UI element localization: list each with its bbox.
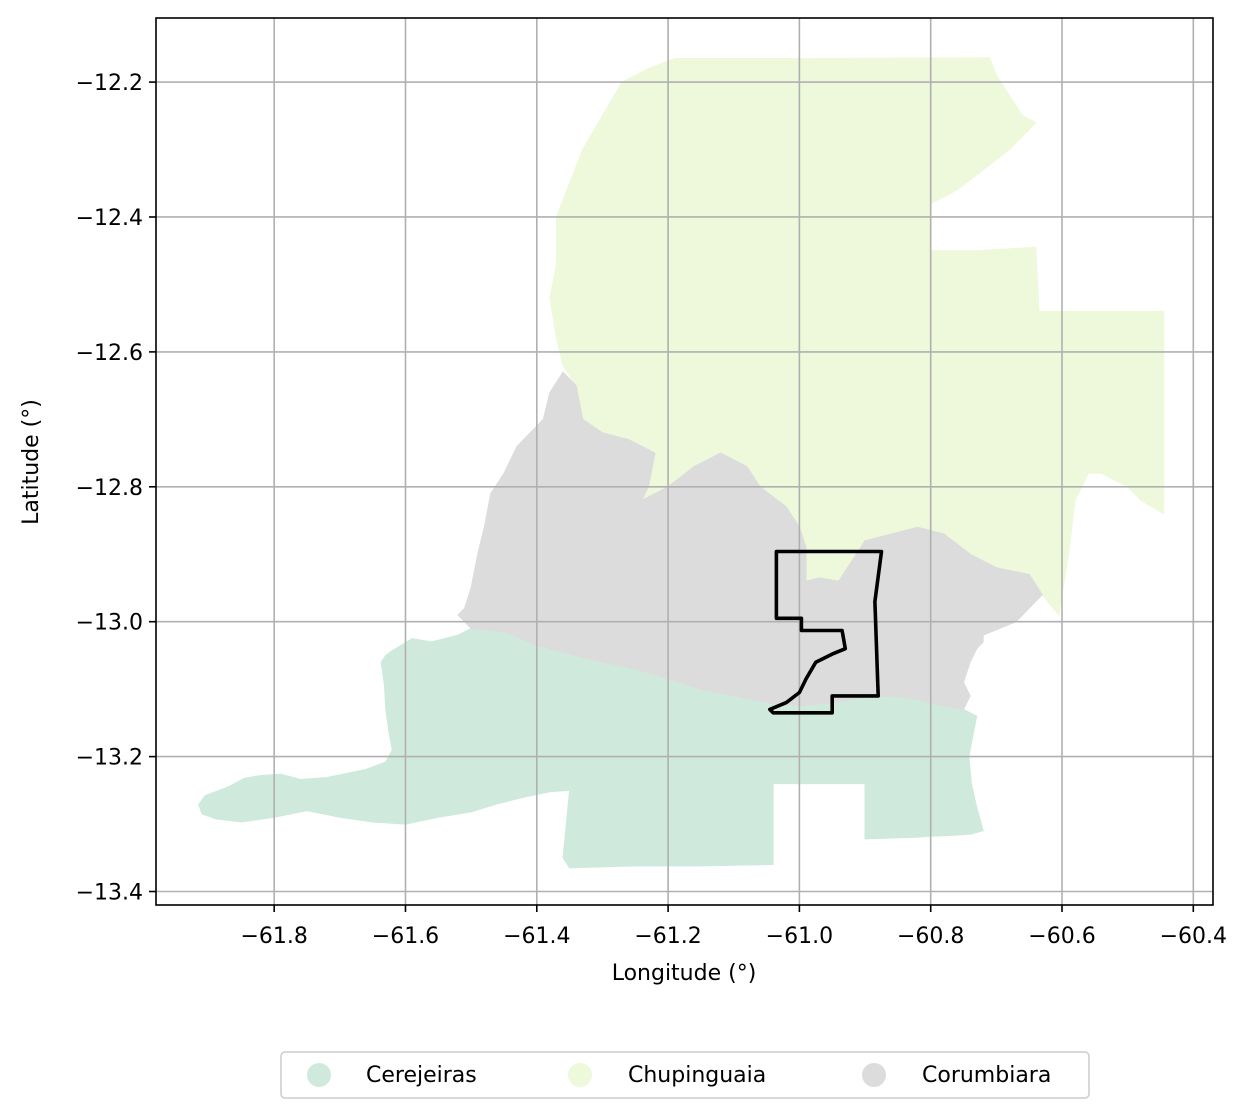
x-tick-label: −61.2 xyxy=(634,924,701,949)
x-tick-label: −60.6 xyxy=(1028,924,1095,949)
outline-layer xyxy=(767,549,884,715)
x-tick-label: −60.4 xyxy=(1160,924,1227,949)
legend-marker-chupinguaia xyxy=(568,1063,592,1087)
y-tick-label: −12.8 xyxy=(76,476,143,501)
legend-marker-cerejeiras xyxy=(307,1063,331,1087)
y-tick-label: −13.2 xyxy=(76,746,143,771)
x-tick-label: −61.0 xyxy=(766,924,833,949)
legend: Cerejeiras Chupinguaia Corumbiara xyxy=(280,1051,1090,1099)
x-tick-label: −61.6 xyxy=(372,924,439,949)
y-tick-label: −12.4 xyxy=(76,206,143,231)
plot-frame xyxy=(155,17,1214,906)
grid-lines xyxy=(156,18,1213,905)
y-axis-ticks: −12.2 −12.4 −12.6 −12.8 −13.0 −13.2 −13.4 xyxy=(76,71,156,906)
x-axis-ticks: −61.8 −61.6 −61.4 −61.2 −61.0 −60.8 −60.6 −60.4 xyxy=(240,905,1227,949)
x-axis-label: Longitude (°) xyxy=(612,961,757,986)
y-axis-label: Latitude (°) xyxy=(19,399,44,525)
y-tick-label: −13.4 xyxy=(76,881,143,906)
region-layer xyxy=(198,57,1165,869)
y-tick-label: −12.6 xyxy=(76,341,143,366)
y-tick-label: −13.0 xyxy=(76,611,143,636)
x-tick-label: −60.8 xyxy=(897,924,964,949)
legend-label-corumbiara: Corumbiara xyxy=(922,1063,1051,1088)
x-tick-label: −61.4 xyxy=(503,924,570,949)
legend-frame xyxy=(280,1051,1090,1099)
legend-marker-corumbiara xyxy=(862,1063,886,1087)
study-area-outline xyxy=(767,549,884,715)
region-corumbiara xyxy=(457,371,1043,710)
y-tick-label: −12.2 xyxy=(76,71,143,96)
legend-label-chupinguaia: Chupinguaia xyxy=(628,1063,766,1088)
x-tick-label: −61.8 xyxy=(240,924,307,949)
legend-label-cerejeiras: Cerejeiras xyxy=(366,1063,477,1088)
